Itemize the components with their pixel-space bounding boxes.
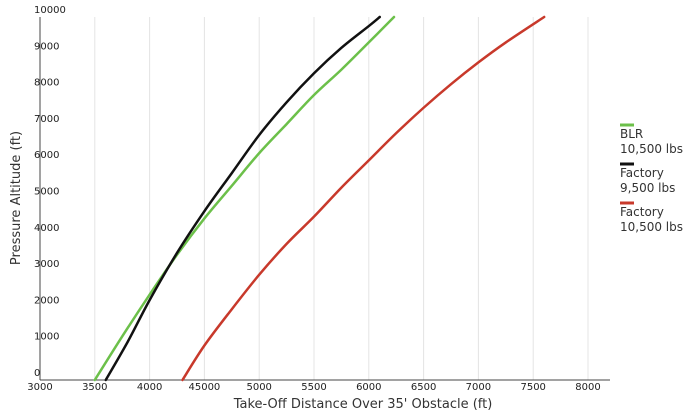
series-lines [93,15,546,382]
y-tick-label: 4000 [34,223,59,234]
series-line-1 [104,15,382,382]
y-tick-label: 7000 [34,114,59,125]
y-tick-label: 5000 [34,187,59,198]
x-tick-label: 7000 [466,382,491,393]
x-tick-label: 3000 [27,382,52,393]
y-tick-label: 1000 [34,332,59,343]
grid-lines [94,17,589,380]
y-tick-label: 6000 [34,150,59,161]
y-tick-label: 3000 [34,259,59,270]
legend-label: Factory [620,166,664,180]
legend-sublabel: 9,500 lbs [620,181,675,195]
tick-labels: 3000 3500 4000 45000 5000 5500 6000 6500 7000 750… [27,5,600,393]
axes [39,17,610,381]
y-tick-label: 0 [34,368,40,379]
y-tick-label: 2000 [34,295,59,306]
legend-label: BLR [620,127,643,141]
x-tick-label: 7500 [520,382,545,393]
x-tick-label: 3500 [82,382,107,393]
legend-sublabel: 10,500 lbs [620,220,683,234]
y-axis-label: Pressure Altitude (ft) [9,131,24,265]
series-line-2 [181,15,546,382]
x-tick-label: 45000 [188,382,220,393]
y-tick-label: 10000 [34,5,66,16]
x-tick-label: 4000 [137,382,162,393]
x-tick-label: 5000 [246,382,271,393]
x-tick-label: 5500 [301,382,326,393]
x-tick-label: 8000 [575,382,600,393]
y-tick-label: 9000 [34,41,59,52]
legend-sublabel: 10,500 lbs [620,142,683,156]
x-axis-label: Take-Off Distance Over 35' Obstacle (ft) [233,397,493,412]
legend-label: Factory [620,205,664,219]
x-tick-label: 6000 [356,382,381,393]
x-tick-label: 6500 [411,382,436,393]
y-tick-label: 8000 [34,78,59,89]
series-line-0 [93,15,396,382]
